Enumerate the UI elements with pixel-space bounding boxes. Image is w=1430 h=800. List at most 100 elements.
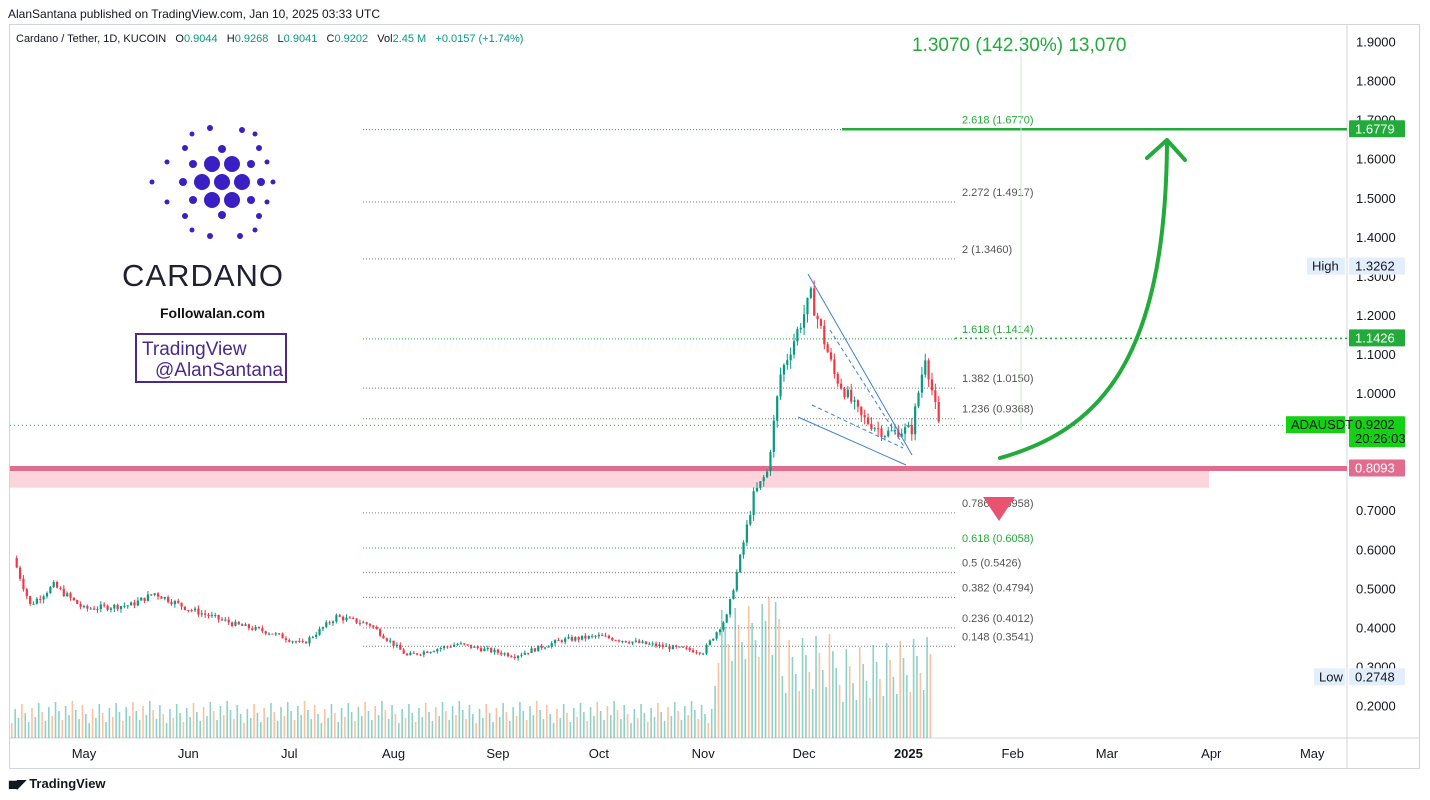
candle-body — [880, 428, 883, 437]
candle-body — [890, 430, 893, 432]
volume-bar — [855, 700, 858, 738]
volume-bar — [906, 675, 908, 738]
candle-body — [385, 638, 388, 641]
candle-body — [163, 597, 166, 599]
volume-bar — [465, 719, 467, 738]
candle-body — [540, 645, 543, 649]
candle-body — [193, 608, 197, 611]
publisher-header: AlanSantana published on TradingView.com… — [8, 7, 381, 21]
candle-body — [483, 648, 486, 652]
volume-bar — [135, 711, 138, 738]
projection-label: 1.3070 (142.30%) 13,070 — [912, 35, 1126, 56]
volume-bar — [169, 709, 171, 738]
candle-body — [156, 593, 160, 597]
candle-body — [348, 617, 351, 619]
volume-bar — [313, 705, 316, 738]
candle-body — [342, 616, 345, 621]
wedge-upper-line — [807, 273, 913, 456]
candle-body — [574, 637, 577, 641]
volume-bar — [646, 722, 649, 738]
candle-body — [611, 638, 614, 641]
footer-brand[interactable]: ◼︎◤ TradingView — [8, 776, 106, 791]
high-value: 0.9268 — [234, 33, 269, 45]
candle-body — [742, 542, 745, 555]
candle-body — [92, 608, 96, 610]
volume-bar — [216, 720, 218, 738]
candle-body — [547, 646, 550, 648]
target-arrow — [998, 143, 1169, 460]
volume-bar — [290, 711, 292, 738]
volume-bar — [663, 721, 666, 738]
volume-bar — [48, 707, 50, 738]
target-arrow-head — [1145, 138, 1187, 162]
volume-bar — [222, 715, 225, 738]
volume-bar — [532, 715, 535, 738]
fib-level-label: 1.236 (0.9368) — [962, 404, 1034, 416]
fib-level-label: 1.382 (1.0150) — [962, 373, 1034, 385]
volume-bar — [778, 619, 780, 738]
price-axis-tick: 1.8000 — [1356, 74, 1396, 89]
wedge-lower-line — [797, 416, 907, 466]
volume-bar — [677, 711, 679, 738]
candle-body — [217, 614, 220, 620]
price-axis-label: 1.3262 — [1355, 259, 1395, 274]
price-axis-label: 1.6779 — [1355, 121, 1395, 136]
volume-bar — [95, 718, 97, 738]
volume-bar — [821, 670, 824, 738]
candle-body — [560, 640, 563, 642]
candle-body — [99, 604, 102, 610]
volume-bar — [374, 706, 377, 738]
fib-level-label: 2 (1.3460) — [962, 244, 1012, 256]
candle-body — [846, 389, 849, 398]
volume-bar — [818, 653, 821, 738]
volume-bar — [434, 707, 437, 738]
price-axis-label: 0.2748 — [1355, 669, 1395, 684]
symbol-name[interactable]: Cardano / Tether, 1D, KUCOIN — [16, 33, 167, 45]
volume-bar — [549, 714, 551, 738]
candle-body — [691, 650, 695, 653]
candle-body — [513, 656, 516, 659]
candle-body — [288, 640, 291, 642]
volume-bar — [128, 716, 131, 738]
candle-body — [708, 640, 711, 645]
volume-bar — [411, 713, 414, 738]
candle-body — [294, 641, 298, 643]
volume-bar — [122, 721, 124, 738]
time-axis-tick: May — [72, 746, 97, 761]
volume-bar — [737, 625, 740, 738]
candle-body — [116, 604, 119, 610]
volume-bar — [539, 710, 541, 738]
volume-bar — [54, 702, 57, 738]
candle-body — [284, 638, 287, 641]
volume-bar — [616, 710, 619, 738]
volume-bar — [330, 704, 333, 738]
candle-body — [143, 597, 146, 601]
change-value: +0.0157 (+1.74%) — [435, 33, 524, 45]
volume-bar — [81, 705, 84, 738]
cardano-logo-icon — [149, 125, 276, 239]
candle-body — [130, 602, 133, 606]
time-axis-tick: May — [1300, 746, 1325, 761]
volume-bar — [838, 685, 841, 738]
volume-bar — [714, 686, 716, 738]
wedge-mid-line — [811, 404, 904, 449]
volume-bar — [721, 610, 723, 738]
volume-bar — [199, 721, 202, 738]
candle-body — [267, 633, 271, 635]
candle-body — [439, 648, 442, 650]
candle-body — [863, 415, 866, 418]
candle-body — [853, 400, 856, 402]
candle-body — [328, 622, 331, 624]
time-axis-tick: Jun — [178, 746, 199, 761]
volume-bar — [902, 658, 905, 738]
volume-bar — [196, 712, 198, 738]
price-axis-label-bg — [1349, 459, 1405, 477]
volume-bar — [286, 702, 289, 738]
volume-bar — [283, 716, 286, 738]
candle-body — [567, 637, 570, 639]
volume-bar — [562, 704, 565, 738]
candle-body — [870, 423, 873, 430]
volume-bar — [660, 712, 663, 738]
volume-bar — [58, 711, 60, 738]
